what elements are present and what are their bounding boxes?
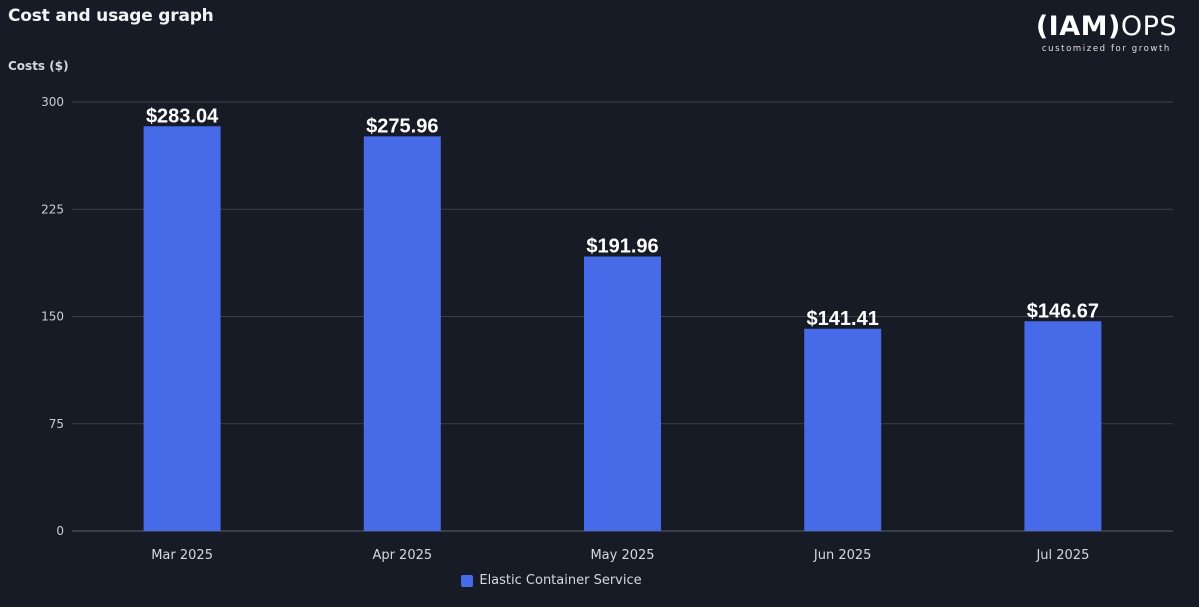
- logo-wordmark: (IAM)OPS: [1036, 12, 1177, 42]
- data-labels: $283.04 $275.96 $191.96 $141.41 $146.67: [146, 105, 1099, 330]
- bar-jul-2025[interactable]: [1024, 321, 1102, 531]
- y-tick-label: 300: [41, 95, 64, 109]
- y-tick-label: 225: [41, 202, 64, 216]
- x-tick-label: May 2025: [590, 548, 654, 563]
- x-tick-label: Jun 2025: [813, 548, 872, 563]
- chart-title: Cost and usage graph: [8, 6, 214, 26]
- x-tick-label: Mar 2025: [151, 548, 213, 563]
- logo-light-text: OPS: [1120, 11, 1177, 42]
- bar-jun-2025[interactable]: [804, 328, 882, 531]
- data-label: $191.96: [586, 235, 658, 257]
- bar-chart: 0 75 150 225 300 $283.04 $275.96 $191.96 $141.4…: [41, 95, 1173, 563]
- data-label: $146.67: [1027, 300, 1099, 322]
- y-axis-label: Costs ($): [8, 59, 69, 73]
- x-axis-ticks: Mar 2025 Apr 2025 May 2025 Jun 2025 Jul 2025: [151, 548, 1089, 563]
- y-axis-ticks: 0 75 150 225 300: [41, 95, 64, 538]
- y-tick-label: 0: [56, 524, 64, 538]
- logo-bold-text: (IAM): [1035, 11, 1121, 42]
- data-label: $275.96: [366, 115, 438, 137]
- y-tick-label: 150: [41, 310, 64, 324]
- legend-label: Elastic Container Service: [479, 573, 642, 588]
- bar-may-2025[interactable]: [584, 256, 661, 531]
- data-label: $141.41: [807, 308, 879, 330]
- x-tick-label: Apr 2025: [372, 548, 432, 563]
- bar-mar-2025[interactable]: [143, 126, 221, 531]
- y-tick-label: 75: [49, 417, 64, 431]
- brand-logo: (IAM)OPS customized for growth: [1036, 12, 1177, 55]
- logo-tagline: customized for growth: [1041, 44, 1171, 54]
- x-tick-label: Jul 2025: [1035, 548, 1089, 563]
- bars: [143, 126, 1102, 531]
- bar-apr-2025[interactable]: [363, 136, 441, 531]
- legend-swatch: [461, 574, 474, 587]
- legend[interactable]: Elastic Container Service: [0, 573, 1199, 588]
- data-label: $283.04: [146, 105, 219, 127]
